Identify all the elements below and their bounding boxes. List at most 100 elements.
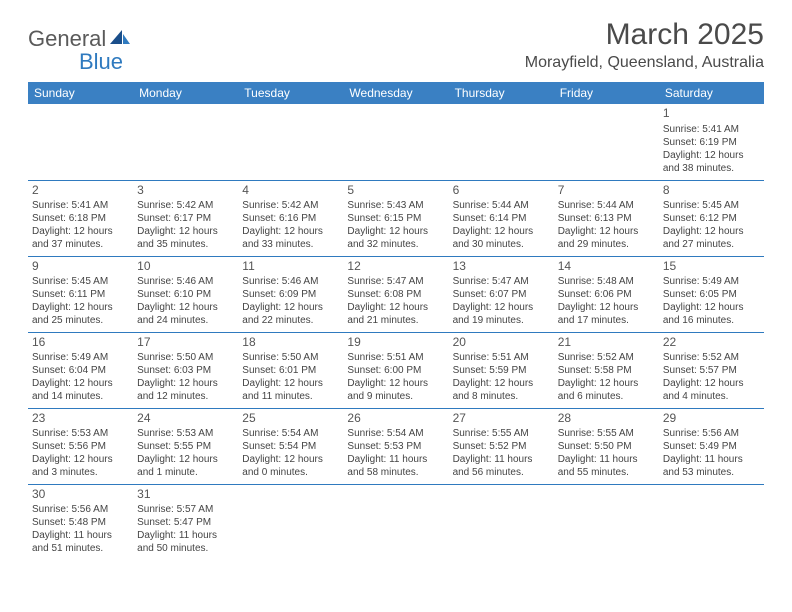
sunrise-text: Sunrise: 5:46 AM	[242, 275, 339, 288]
calendar-day-cell: 3Sunrise: 5:42 AMSunset: 6:17 PMDaylight…	[133, 180, 238, 256]
title-block: March 2025 Morayfield, Queensland, Austr…	[525, 18, 764, 72]
weekday-header: Monday	[133, 82, 238, 104]
calendar-empty-cell	[554, 104, 659, 180]
weekday-header: Saturday	[659, 82, 764, 104]
sunrise-text: Sunrise: 5:47 AM	[453, 275, 550, 288]
calendar-week-row: 2Sunrise: 5:41 AMSunset: 6:18 PMDaylight…	[28, 180, 764, 256]
sunrise-text: Sunrise: 5:53 AM	[32, 427, 129, 440]
calendar-day-cell: 8Sunrise: 5:45 AMSunset: 6:12 PMDaylight…	[659, 180, 764, 256]
sunset-text: Sunset: 6:17 PM	[137, 212, 234, 225]
daylight-text: Daylight: 12 hours and 21 minutes.	[347, 301, 444, 327]
sunset-text: Sunset: 5:53 PM	[347, 440, 444, 453]
daylight-text: Daylight: 12 hours and 14 minutes.	[32, 377, 129, 403]
day-number: 4	[242, 183, 339, 199]
calendar-day-cell: 6Sunrise: 5:44 AMSunset: 6:14 PMDaylight…	[449, 180, 554, 256]
calendar-body: 1Sunrise: 5:41 AMSunset: 6:19 PMDaylight…	[28, 104, 764, 560]
sunrise-text: Sunrise: 5:51 AM	[453, 351, 550, 364]
calendar-table: SundayMondayTuesdayWednesdayThursdayFrid…	[28, 82, 764, 560]
sunset-text: Sunset: 6:08 PM	[347, 288, 444, 301]
calendar-day-cell: 7Sunrise: 5:44 AMSunset: 6:13 PMDaylight…	[554, 180, 659, 256]
day-number: 12	[347, 259, 444, 275]
daylight-text: Daylight: 12 hours and 1 minute.	[137, 453, 234, 479]
day-number: 25	[242, 411, 339, 427]
weekday-header: Friday	[554, 82, 659, 104]
sunrise-text: Sunrise: 5:55 AM	[558, 427, 655, 440]
sunrise-text: Sunrise: 5:45 AM	[32, 275, 129, 288]
daylight-text: Daylight: 12 hours and 6 minutes.	[558, 377, 655, 403]
calendar-header-row: SundayMondayTuesdayWednesdayThursdayFrid…	[28, 82, 764, 104]
daylight-text: Daylight: 12 hours and 35 minutes.	[137, 225, 234, 251]
day-number: 16	[32, 335, 129, 351]
calendar-day-cell: 28Sunrise: 5:55 AMSunset: 5:50 PMDayligh…	[554, 408, 659, 484]
weekday-header: Wednesday	[343, 82, 448, 104]
sunset-text: Sunset: 6:00 PM	[347, 364, 444, 377]
sunrise-text: Sunrise: 5:49 AM	[32, 351, 129, 364]
daylight-text: Daylight: 11 hours and 55 minutes.	[558, 453, 655, 479]
day-number: 6	[453, 183, 550, 199]
sunrise-text: Sunrise: 5:42 AM	[242, 199, 339, 212]
daylight-text: Daylight: 12 hours and 37 minutes.	[32, 225, 129, 251]
calendar-day-cell: 14Sunrise: 5:48 AMSunset: 6:06 PMDayligh…	[554, 256, 659, 332]
daylight-text: Daylight: 12 hours and 32 minutes.	[347, 225, 444, 251]
day-number: 21	[558, 335, 655, 351]
daylight-text: Daylight: 12 hours and 24 minutes.	[137, 301, 234, 327]
day-number: 11	[242, 259, 339, 275]
calendar-day-cell: 18Sunrise: 5:50 AMSunset: 6:01 PMDayligh…	[238, 332, 343, 408]
daylight-text: Daylight: 12 hours and 16 minutes.	[663, 301, 760, 327]
day-number: 29	[663, 411, 760, 427]
sunset-text: Sunset: 6:10 PM	[137, 288, 234, 301]
sunrise-text: Sunrise: 5:51 AM	[347, 351, 444, 364]
logo-text-blue: Blue	[79, 49, 123, 74]
logo-sail-icon	[110, 28, 132, 51]
day-number: 1	[663, 106, 760, 122]
sunrise-text: Sunrise: 5:52 AM	[558, 351, 655, 364]
sunset-text: Sunset: 5:50 PM	[558, 440, 655, 453]
daylight-text: Daylight: 12 hours and 17 minutes.	[558, 301, 655, 327]
daylight-text: Daylight: 12 hours and 4 minutes.	[663, 377, 760, 403]
sunset-text: Sunset: 6:15 PM	[347, 212, 444, 225]
sunrise-text: Sunrise: 5:41 AM	[32, 199, 129, 212]
sunset-text: Sunset: 5:48 PM	[32, 516, 129, 529]
day-number: 23	[32, 411, 129, 427]
logo-text-blue-wrap: Blue	[79, 49, 123, 75]
calendar-empty-cell	[659, 484, 764, 560]
calendar-day-cell: 2Sunrise: 5:41 AMSunset: 6:18 PMDaylight…	[28, 180, 133, 256]
sunset-text: Sunset: 5:58 PM	[558, 364, 655, 377]
sunset-text: Sunset: 6:06 PM	[558, 288, 655, 301]
calendar-week-row: 30Sunrise: 5:56 AMSunset: 5:48 PMDayligh…	[28, 484, 764, 560]
sunrise-text: Sunrise: 5:57 AM	[137, 503, 234, 516]
sunset-text: Sunset: 5:47 PM	[137, 516, 234, 529]
daylight-text: Daylight: 11 hours and 51 minutes.	[32, 529, 129, 555]
weekday-header: Sunday	[28, 82, 133, 104]
calendar-day-cell: 5Sunrise: 5:43 AMSunset: 6:15 PMDaylight…	[343, 180, 448, 256]
daylight-text: Daylight: 12 hours and 19 minutes.	[453, 301, 550, 327]
calendar-day-cell: 26Sunrise: 5:54 AMSunset: 5:53 PMDayligh…	[343, 408, 448, 484]
calendar-day-cell: 17Sunrise: 5:50 AMSunset: 6:03 PMDayligh…	[133, 332, 238, 408]
day-number: 20	[453, 335, 550, 351]
calendar-week-row: 23Sunrise: 5:53 AMSunset: 5:56 PMDayligh…	[28, 408, 764, 484]
sunset-text: Sunset: 6:04 PM	[32, 364, 129, 377]
sunrise-text: Sunrise: 5:49 AM	[663, 275, 760, 288]
day-number: 24	[137, 411, 234, 427]
day-number: 8	[663, 183, 760, 199]
daylight-text: Daylight: 12 hours and 9 minutes.	[347, 377, 444, 403]
daylight-text: Daylight: 12 hours and 33 minutes.	[242, 225, 339, 251]
sunset-text: Sunset: 5:56 PM	[32, 440, 129, 453]
sunrise-text: Sunrise: 5:53 AM	[137, 427, 234, 440]
calendar-day-cell: 23Sunrise: 5:53 AMSunset: 5:56 PMDayligh…	[28, 408, 133, 484]
day-number: 3	[137, 183, 234, 199]
header: General March 2025 Morayfield, Queenslan…	[28, 18, 764, 72]
calendar-day-cell: 19Sunrise: 5:51 AMSunset: 6:00 PMDayligh…	[343, 332, 448, 408]
weekday-header: Tuesday	[238, 82, 343, 104]
day-number: 17	[137, 335, 234, 351]
calendar-day-cell: 1Sunrise: 5:41 AMSunset: 6:19 PMDaylight…	[659, 104, 764, 180]
calendar-day-cell: 30Sunrise: 5:56 AMSunset: 5:48 PMDayligh…	[28, 484, 133, 560]
calendar-week-row: 1Sunrise: 5:41 AMSunset: 6:19 PMDaylight…	[28, 104, 764, 180]
day-number: 19	[347, 335, 444, 351]
calendar-day-cell: 25Sunrise: 5:54 AMSunset: 5:54 PMDayligh…	[238, 408, 343, 484]
day-number: 14	[558, 259, 655, 275]
sunset-text: Sunset: 6:01 PM	[242, 364, 339, 377]
location-text: Morayfield, Queensland, Australia	[525, 54, 764, 72]
day-number: 15	[663, 259, 760, 275]
calendar-empty-cell	[449, 104, 554, 180]
